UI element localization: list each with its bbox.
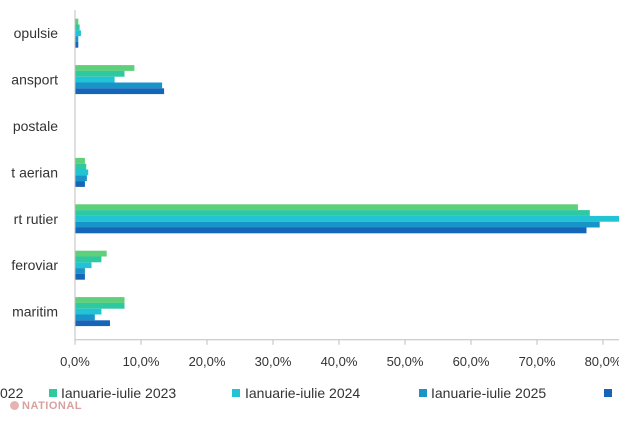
bar-4-4 bbox=[75, 227, 587, 234]
legend-label: Ianuarie-iulie 2024 bbox=[245, 385, 360, 401]
x-tick-label: 10,0% bbox=[123, 354, 160, 369]
x-tick-labels: 0,0% 10,0% 20,0% 30,0% 40,0% 50,0% 60,0% 70,0% 8… bbox=[60, 354, 619, 369]
category-label: feroviar bbox=[11, 257, 58, 273]
category-label: opulsie bbox=[14, 25, 59, 41]
bar-1-2 bbox=[75, 76, 115, 83]
legend-label: 022 bbox=[0, 385, 24, 401]
category-labels: opulsie ansport postale t aerian rt rutier fe… bbox=[11, 25, 58, 319]
bar-5-0 bbox=[75, 250, 107, 257]
category-label: rt rutier bbox=[14, 211, 59, 227]
bar-5-3 bbox=[75, 268, 85, 274]
bar-4-3 bbox=[75, 221, 600, 228]
bar-5-1 bbox=[75, 256, 102, 263]
bar-0-3 bbox=[75, 36, 79, 42]
bar-3-0 bbox=[75, 157, 85, 164]
x-tick-label: 60,0% bbox=[453, 354, 490, 369]
bar-0-2 bbox=[75, 30, 81, 37]
x-tick-label: 20,0% bbox=[189, 354, 226, 369]
legend-swatch bbox=[419, 389, 427, 397]
legend-swatch bbox=[49, 389, 57, 397]
bar-4-1 bbox=[75, 210, 590, 216]
category-label: t aerian bbox=[11, 164, 58, 180]
bar-0-4 bbox=[75, 41, 79, 48]
bar-0-1 bbox=[75, 24, 80, 31]
x-tick-label: 0,0% bbox=[60, 354, 90, 369]
bar-4-2 bbox=[75, 215, 619, 222]
axes-group bbox=[74, 10, 619, 345]
bar-6-4 bbox=[75, 320, 110, 327]
bar-0-0 bbox=[75, 18, 79, 25]
bar-6-1 bbox=[75, 302, 125, 309]
bar-4-0 bbox=[75, 204, 578, 211]
watermark-logo: NATIONAL bbox=[10, 400, 82, 412]
legend-label: Ianuarie-iulie 2025 bbox=[431, 385, 546, 401]
bar-1-3 bbox=[75, 82, 163, 89]
x-tick-label: 50,0% bbox=[387, 354, 424, 369]
bar-6-3 bbox=[75, 314, 95, 321]
bar-6-0 bbox=[75, 297, 125, 303]
category-label: maritim bbox=[12, 304, 58, 320]
bar-6-2 bbox=[75, 308, 102, 315]
bar-5-2 bbox=[75, 262, 92, 269]
bar-1-0 bbox=[75, 65, 135, 71]
bar-1-1 bbox=[75, 70, 125, 77]
bar-3-2 bbox=[75, 169, 89, 176]
category-label: ansport bbox=[11, 72, 58, 88]
legend-swatch bbox=[604, 389, 612, 397]
watermark-text: NATIONAL bbox=[22, 400, 83, 412]
x-tick-label: 70,0% bbox=[519, 354, 556, 369]
x-tick-label: 30,0% bbox=[255, 354, 292, 369]
bars-group bbox=[75, 18, 619, 327]
x-tick-label: 80,0% bbox=[585, 354, 619, 369]
logo-dot-icon bbox=[10, 401, 19, 410]
bar-3-1 bbox=[75, 163, 87, 170]
legend-label: Ianuarie-iulie 2023 bbox=[61, 385, 176, 401]
legend: 022 Ianuarie-iulie 2023 Ianuarie-iulie 202… bbox=[0, 385, 612, 401]
bar-3-4 bbox=[75, 181, 85, 187]
category-label: postale bbox=[13, 118, 58, 134]
bar-1-4 bbox=[75, 88, 165, 95]
x-tick-label: 40,0% bbox=[321, 354, 358, 369]
bar-5-4 bbox=[75, 273, 85, 280]
bar-3-3 bbox=[75, 175, 87, 182]
legend-swatch bbox=[232, 389, 240, 397]
